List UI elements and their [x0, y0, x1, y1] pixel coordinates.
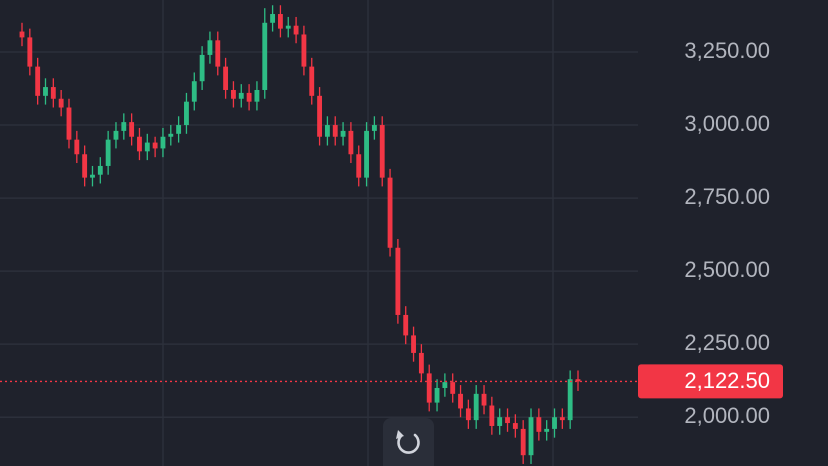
reset-icon[interactable] [397, 433, 420, 454]
candle-body [512, 423, 518, 429]
candle-body [184, 101, 189, 126]
candle-body [301, 34, 307, 67]
candle-body [411, 335, 416, 353]
candle-body [285, 25, 291, 29]
reset-button[interactable] [383, 418, 434, 466]
candle-body [332, 125, 338, 137]
candle-body [19, 31, 25, 38]
candle-body [309, 66, 315, 96]
candle-body [199, 54, 205, 82]
candle-body [559, 417, 565, 421]
last-price-tag [638, 364, 783, 399]
candle-body [450, 382, 456, 394]
candle-body [371, 125, 377, 131]
candle-body [97, 165, 103, 175]
candle-body [473, 393, 479, 421]
candle-body [465, 408, 471, 421]
candle-body [152, 142, 158, 149]
candle-body [481, 393, 487, 406]
candle-body [168, 133, 174, 137]
candle-body [544, 428, 550, 432]
y-tick-label: 2,500.00 [684, 257, 770, 282]
candle-body [489, 405, 495, 426]
candle-body [74, 139, 80, 155]
candle-body [223, 66, 229, 90]
candle-body [176, 125, 182, 134]
candle-body [442, 382, 448, 388]
y-tick-label: 3,250.00 [684, 38, 770, 63]
candle-body [262, 22, 268, 90]
candle-body [43, 87, 48, 96]
candle-body [27, 37, 33, 67]
candle-body [35, 66, 41, 96]
candle-body [434, 387, 440, 403]
candle-body [82, 154, 88, 178]
candle-body [238, 92, 244, 99]
y-tick-label: 2,750.00 [684, 184, 770, 209]
candle-body [207, 40, 213, 55]
candle-body [254, 89, 260, 102]
candle-body [497, 417, 503, 426]
candle-body [144, 142, 150, 152]
candle-body [317, 95, 323, 137]
y-tick-label: 2,250.00 [684, 330, 770, 355]
candle-body [364, 130, 369, 178]
candle-body [426, 373, 432, 403]
candle-body [458, 393, 463, 409]
candle-body [379, 125, 385, 178]
candle-body [113, 130, 119, 140]
candle-body [387, 177, 393, 248]
candle-body [552, 417, 557, 429]
last-price-label: 2,122.50 [684, 368, 770, 393]
candle-body [520, 428, 526, 456]
candle-body [231, 89, 236, 99]
candle-body [66, 107, 72, 140]
candle-body [58, 98, 64, 108]
candle-body [129, 122, 135, 137]
grid [0, 51, 638, 418]
candle-body [567, 379, 573, 421]
candle-body [340, 130, 346, 137]
candle-body [105, 139, 111, 166]
candle-body [160, 136, 166, 149]
candle-body [137, 136, 142, 152]
candle-body [403, 314, 409, 336]
candle-body [215, 40, 221, 67]
candle-body [191, 81, 197, 102]
reset-icon-arrow[interactable] [396, 430, 404, 439]
candle-body [246, 92, 252, 102]
candle-body [356, 154, 362, 178]
candle-body [121, 122, 127, 131]
candle-body [528, 417, 534, 456]
candle-body [418, 352, 424, 374]
candle-body [293, 25, 299, 35]
candle-body [536, 417, 542, 432]
candle-body [348, 130, 354, 155]
candle-body [277, 14, 283, 29]
candle-body [575, 379, 581, 382]
reset-button-bg[interactable] [383, 418, 434, 466]
candle-body [50, 87, 56, 99]
overlay: 2,000.00 2,250.00 2,500.00 2,750.00 3,000.00… [0, 38, 783, 428]
candles [19, 5, 581, 464]
candle-body [90, 174, 95, 178]
candle-body [505, 417, 510, 424]
candle-body [324, 125, 330, 137]
y-tick-label: 3,000.00 [684, 111, 770, 136]
y-tick-label: 2,000.00 [684, 403, 770, 428]
candle-body [395, 247, 401, 315]
candle-body [270, 14, 276, 23]
